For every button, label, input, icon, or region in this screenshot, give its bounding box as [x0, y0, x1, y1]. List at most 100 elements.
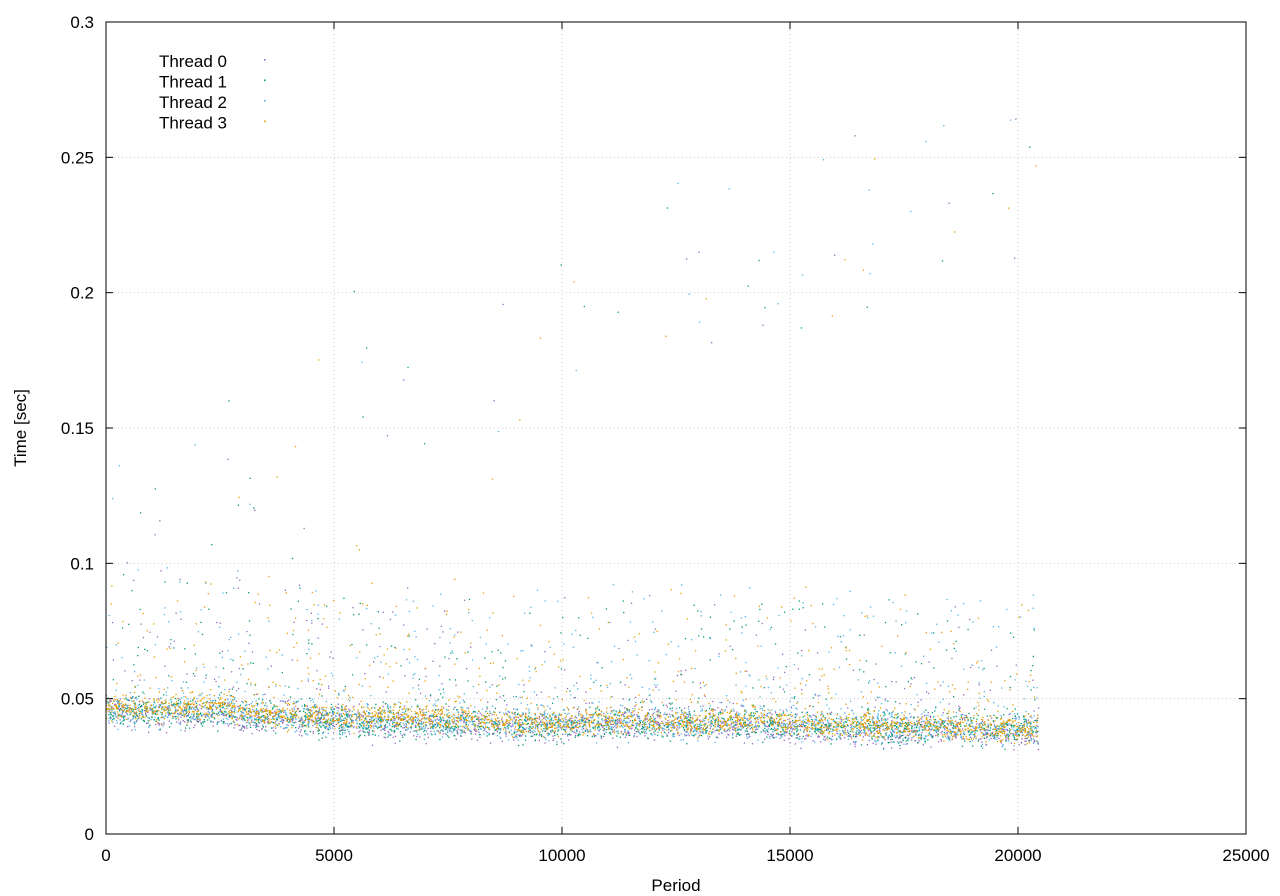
scatter-point: [305, 733, 307, 735]
scatter-point: [505, 733, 507, 735]
scatter-point: [318, 683, 320, 685]
scatter-point: [851, 725, 853, 727]
scatter-point: [625, 734, 627, 736]
scatter-point: [179, 581, 181, 583]
scatter-point: [887, 718, 889, 720]
scatter-point: [133, 723, 136, 725]
scatter-point: [434, 642, 436, 645]
scatter-point: [502, 678, 504, 680]
scatter-point: [815, 729, 817, 731]
scatter-point: [295, 701, 297, 704]
scatter-point: [387, 726, 389, 728]
scatter-point: [690, 720, 692, 722]
scatter-point: [489, 686, 491, 688]
scatter-point: [641, 721, 644, 723]
scatter-point: [523, 727, 525, 729]
scatter-point: [265, 702, 267, 704]
scatter-point: [627, 732, 629, 734]
scatter-point: [508, 724, 510, 727]
scatter-point: [534, 730, 536, 733]
scatter-point: [895, 701, 897, 703]
scatter-point: [348, 731, 350, 733]
scatter-point: [246, 683, 248, 685]
scatter-point: [1037, 730, 1039, 732]
scatter-point: [242, 725, 244, 728]
scatter-point: [653, 631, 655, 633]
scatter-point: [415, 738, 417, 741]
scatter-point: [556, 727, 559, 729]
scatter-point: [423, 714, 425, 716]
scatter-point: [978, 723, 980, 725]
scatter-point: [284, 685, 286, 687]
scatter-point: [122, 711, 124, 713]
scatter-point: [852, 735, 854, 737]
scatter-point: [692, 720, 694, 722]
scatter-point: [1007, 740, 1010, 742]
scatter-point: [772, 733, 774, 735]
scatter-point: [940, 727, 942, 729]
scatter-point: [843, 722, 845, 724]
scatter-point: [509, 732, 511, 734]
scatter-point: [815, 733, 817, 735]
scatter-point: [432, 605, 434, 607]
scatter-point: [953, 725, 955, 727]
scatter-point: [133, 579, 135, 581]
scatter-point: [896, 736, 898, 738]
scatter-point: [1014, 738, 1016, 741]
scatter-point: [335, 723, 337, 726]
scatter-point: [522, 728, 524, 730]
scatter-point: [702, 719, 704, 721]
scatter-point: [879, 696, 881, 698]
scatter-point: [123, 707, 125, 709]
scatter-point: [700, 687, 702, 689]
scatter-point: [1007, 736, 1009, 738]
scatter-point: [166, 567, 168, 569]
scatter-point: [888, 734, 890, 736]
scatter-point: [899, 722, 901, 724]
scatter-point: [612, 719, 614, 721]
scatter-point: [161, 713, 163, 715]
scatter-point: [528, 670, 531, 672]
scatter-point: [349, 709, 351, 712]
scatter-point: [432, 720, 434, 722]
scatter-point: [134, 722, 136, 724]
scatter-point: [724, 709, 727, 711]
scatter-point: [403, 724, 405, 726]
scatter-point: [686, 717, 688, 720]
scatter-point: [716, 729, 719, 731]
scatter-point: [170, 701, 173, 703]
scatter-point: [346, 716, 348, 718]
scatter-point: [432, 726, 435, 728]
scatter-point: [747, 733, 749, 735]
scatter-point: [399, 740, 401, 742]
scatter-point: [979, 697, 981, 699]
scatter-point: [818, 728, 821, 731]
scatter-point: [840, 726, 842, 729]
scatter-point: [591, 713, 593, 715]
scatter-point: [543, 717, 545, 719]
scatter-point: [801, 726, 804, 728]
scatter-point: [368, 722, 370, 724]
scatter-point: [211, 713, 213, 715]
scatter-point: [904, 727, 907, 729]
scatter-point: [150, 707, 152, 710]
scatter-point: [922, 729, 924, 732]
scatter-point: [971, 722, 973, 724]
scatter-point: [971, 740, 973, 742]
scatter-point: [659, 725, 661, 727]
scatter-point: [307, 680, 309, 682]
scatter-point: [863, 729, 865, 731]
scatter-point: [711, 708, 713, 710]
scatter-point: [499, 731, 501, 734]
scatter-point: [877, 725, 879, 727]
scatter-point: [766, 729, 768, 731]
scatter-point: [224, 723, 226, 725]
scatter-point: [148, 731, 150, 734]
scatter-point: [828, 722, 830, 724]
scatter-point: [420, 720, 422, 723]
scatter-point: [673, 727, 675, 729]
scatter-point: [629, 734, 631, 736]
scatter-point: [829, 712, 831, 714]
scatter-point: [573, 684, 575, 687]
scatter-point: [323, 709, 325, 711]
